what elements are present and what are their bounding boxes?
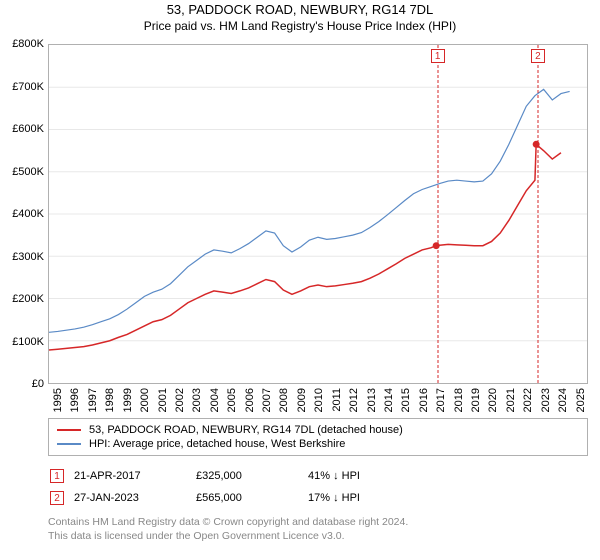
legend-label-hpi: HPI: Average price, detached house, West…	[89, 438, 345, 450]
footnote-line2: This data is licensed under the Open Gov…	[48, 530, 588, 544]
x-tick-label: 2004	[209, 388, 221, 412]
x-tick-label: 2014	[383, 388, 395, 412]
y-tick-label: £300K	[0, 251, 44, 263]
y-tick-label: £100K	[0, 336, 44, 348]
footnote-line1: Contains HM Land Registry data © Crown c…	[48, 516, 588, 530]
event-badge: 2	[531, 49, 545, 63]
x-tick-label: 2022	[522, 388, 534, 412]
y-tick-label: £200K	[0, 293, 44, 305]
event-vline	[537, 45, 538, 383]
chart-svg	[49, 45, 587, 383]
series-marker	[533, 141, 540, 148]
chart-title-block: 53, PADDOCK ROAD, NEWBURY, RG14 7DL Pric…	[0, 0, 600, 33]
series-line-price_paid	[49, 144, 561, 350]
chart-plot-area: 12	[48, 44, 588, 384]
event-badge: 1	[431, 49, 445, 63]
x-tick-label: 2008	[278, 388, 290, 412]
x-tick-label: 2003	[191, 388, 203, 412]
y-tick-label: £400K	[0, 208, 44, 220]
x-tick-label: 2012	[348, 388, 360, 412]
x-tick-label: 1995	[52, 388, 64, 412]
event-price: £565,000	[196, 488, 306, 508]
event-delta: 17% ↓ HPI	[308, 488, 368, 508]
x-tick-label: 2019	[470, 388, 482, 412]
x-tick-label: 1998	[104, 388, 116, 412]
event-date: 27-JAN-2023	[74, 488, 194, 508]
events-table: 1 21-APR-2017£325,00041% ↓ HPI 2 27-JAN-202…	[48, 464, 370, 510]
x-tick-label: 2013	[366, 388, 378, 412]
x-tick-label: 2025	[575, 388, 587, 412]
x-tick-label: 1996	[69, 388, 81, 412]
title-address: 53, PADDOCK ROAD, NEWBURY, RG14 7DL	[0, 2, 600, 17]
event-vline	[437, 45, 438, 383]
x-tick-label: 2000	[139, 388, 151, 412]
event-badge-inline: 2	[50, 491, 64, 505]
y-tick-label: £600K	[0, 123, 44, 135]
x-tick-label: 2010	[313, 388, 325, 412]
event-price: £325,000	[196, 466, 306, 486]
x-tick-label: 2006	[244, 388, 256, 412]
y-tick-label: £0	[0, 378, 44, 390]
legend-row-hpi: HPI: Average price, detached house, West…	[57, 437, 579, 451]
x-tick-label: 2016	[418, 388, 430, 412]
event-date: 21-APR-2017	[74, 466, 194, 486]
legend-and-footer: 53, PADDOCK ROAD, NEWBURY, RG14 7DL (det…	[48, 418, 588, 543]
event-badge-inline: 1	[50, 469, 64, 483]
y-tick-label: £800K	[0, 38, 44, 50]
x-tick-label: 2018	[453, 388, 465, 412]
legend-row-price-paid: 53, PADDOCK ROAD, NEWBURY, RG14 7DL (det…	[57, 423, 579, 437]
title-subtitle: Price paid vs. HM Land Registry's House …	[0, 17, 600, 33]
events-table-row: 1 21-APR-2017£325,00041% ↓ HPI	[50, 466, 368, 486]
events-table-row: 2 27-JAN-2023£565,00017% ↓ HPI	[50, 488, 368, 508]
x-tick-label: 2009	[296, 388, 308, 412]
x-tick-label: 2015	[400, 388, 412, 412]
x-tick-label: 2001	[157, 388, 169, 412]
legend-box: 53, PADDOCK ROAD, NEWBURY, RG14 7DL (det…	[48, 418, 588, 456]
x-tick-label: 2020	[487, 388, 499, 412]
y-tick-label: £700K	[0, 81, 44, 93]
x-tick-label: 2023	[540, 388, 552, 412]
series-line-hpi	[49, 89, 570, 332]
event-delta: 41% ↓ HPI	[308, 466, 368, 486]
x-tick-label: 2024	[557, 388, 569, 412]
x-tick-label: 2005	[226, 388, 238, 412]
x-tick-label: 2021	[505, 388, 517, 412]
x-tick-label: 1999	[122, 388, 134, 412]
x-tick-label: 2002	[174, 388, 186, 412]
y-tick-label: £500K	[0, 166, 44, 178]
legend-swatch-hpi	[57, 443, 81, 445]
x-tick-label: 1997	[87, 388, 99, 412]
x-tick-label: 2011	[331, 388, 343, 412]
legend-swatch-price-paid	[57, 429, 81, 431]
x-tick-label: 2017	[435, 388, 447, 412]
legend-label-price-paid: 53, PADDOCK ROAD, NEWBURY, RG14 7DL (det…	[89, 424, 403, 436]
footnote: Contains HM Land Registry data © Crown c…	[48, 516, 588, 543]
x-tick-label: 2007	[261, 388, 273, 412]
